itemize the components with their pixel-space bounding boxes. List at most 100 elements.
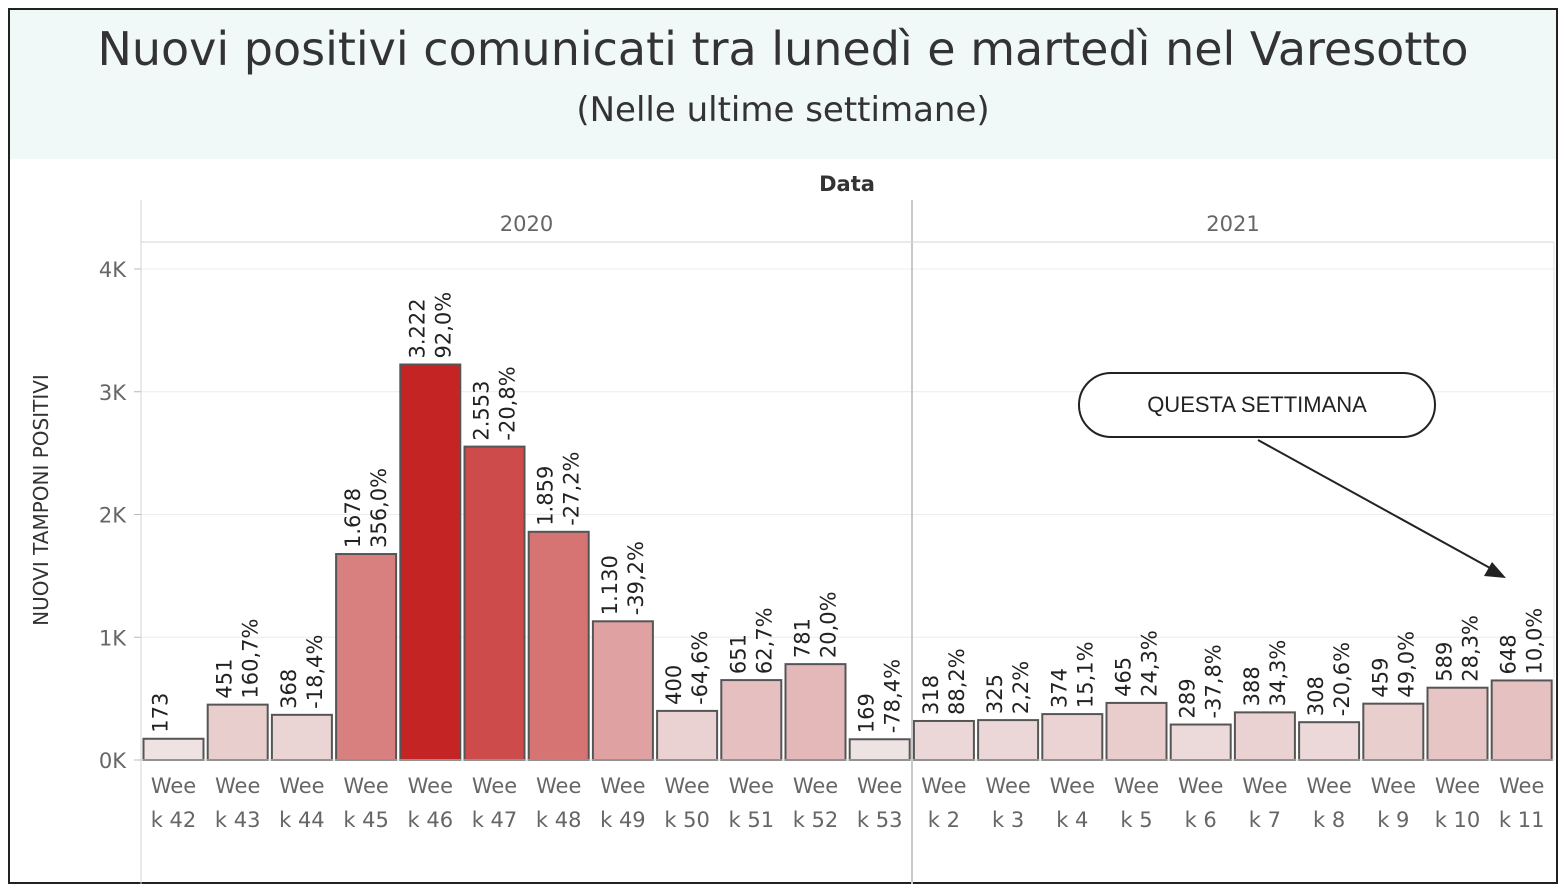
- x-tick-label: k 7: [1249, 808, 1281, 832]
- year-header: 2020: [500, 212, 553, 236]
- pct-label: 28,3%: [1459, 615, 1483, 682]
- x-tick-label: Wee: [408, 774, 453, 798]
- y-tick-label: 4K: [99, 258, 127, 282]
- x-tick-label: k 11: [1499, 808, 1545, 832]
- value-label: 308: [1304, 676, 1328, 716]
- pct-label: -39,2%: [624, 541, 648, 615]
- value-label: 289: [1176, 678, 1200, 718]
- bar: [1041, 713, 1104, 761]
- value-label: 169: [855, 693, 879, 733]
- x-tick-label: Wee: [215, 774, 260, 798]
- x-tick-label: k 3: [992, 808, 1024, 832]
- pct-label: 34,3%: [1266, 640, 1290, 707]
- y-tick-label: 2K: [99, 504, 127, 528]
- bar: [912, 719, 975, 762]
- pct-label: 24,3%: [1138, 630, 1162, 697]
- bar: [1298, 721, 1361, 761]
- value-label: 589: [1433, 642, 1457, 682]
- bar: [270, 713, 333, 762]
- bar: [1169, 723, 1232, 762]
- x-tick-label: k 47: [472, 808, 518, 832]
- value-label: 374: [1047, 668, 1071, 708]
- bar: [463, 445, 526, 761]
- bar: [142, 737, 205, 761]
- x-tick-label: k 52: [793, 808, 839, 832]
- bar: [784, 663, 847, 762]
- bar: [591, 620, 654, 761]
- pct-label: -37,8%: [1202, 644, 1226, 718]
- x-tick-label: Wee: [1178, 774, 1223, 798]
- callout-this-week: QUESTA SETTIMANA: [1078, 372, 1436, 438]
- x-tick-label: k 46: [408, 808, 454, 832]
- value-label: 648: [1497, 634, 1521, 674]
- x-tick-label: Wee: [151, 774, 196, 798]
- x-tick-label: Wee: [1050, 774, 1095, 798]
- bars: [142, 363, 1553, 762]
- bar: [720, 679, 783, 761]
- pct-label: 88,2%: [945, 648, 969, 715]
- value-label: 1.130: [598, 555, 622, 615]
- value-label: 368: [277, 669, 301, 709]
- pct-label: -18,4%: [303, 635, 327, 709]
- x-tick-label: k 9: [1377, 808, 1409, 832]
- x-tick-label: Wee: [343, 774, 388, 798]
- callout-arrow-line: [1257, 439, 1491, 569]
- pct-label: -64,6%: [688, 631, 712, 705]
- callout-arrow: [1257, 439, 1506, 578]
- pct-label: -27,2%: [560, 452, 584, 526]
- x-tick-label: Wee: [1435, 774, 1480, 798]
- pct-label: 160,7%: [239, 619, 263, 699]
- bar: [1362, 702, 1425, 762]
- chart-title: Nuovi positivi comunicati tra lunedì e m…: [97, 22, 1469, 76]
- bar: [1233, 711, 1296, 761]
- value-label: 318: [919, 675, 943, 715]
- bar: [977, 719, 1040, 762]
- y-tick-label: 0K: [99, 749, 127, 773]
- x-tick-label: Wee: [729, 774, 774, 798]
- year-header: 2021: [1206, 212, 1259, 236]
- chart-subtitle: (Nelle ultime settimane): [576, 90, 990, 130]
- x-tick-label: k 49: [600, 808, 646, 832]
- x-tick-label: k 44: [279, 808, 325, 832]
- bar: [335, 553, 398, 762]
- pct-label: 49,0%: [1394, 631, 1418, 698]
- x-tick-label: k 45: [343, 808, 389, 832]
- x-tick-label: Wee: [985, 774, 1030, 798]
- x-tick-label: k 51: [729, 808, 775, 832]
- x-tick-label: Wee: [1242, 774, 1287, 798]
- data-labels: 173 Wee k 42 451 160,7% Wee k 43 368 -18,4% Wee k …: [149, 292, 1547, 832]
- bar: [399, 363, 462, 761]
- value-label: 3.222: [405, 298, 429, 358]
- x-tick-label: k 43: [215, 808, 261, 832]
- x-tick-label: k 53: [857, 808, 903, 832]
- bar: [1490, 679, 1553, 762]
- x-tick-label: k 50: [664, 808, 710, 832]
- x-tick-label: Wee: [1371, 774, 1416, 798]
- value-label: 325: [983, 674, 1007, 714]
- x-tick-label: Wee: [857, 774, 902, 798]
- pct-label: 356,0%: [367, 468, 391, 548]
- x-tick-label: k 5: [1120, 808, 1152, 832]
- bar: [1426, 686, 1489, 762]
- x-tick-label: k 42: [151, 808, 197, 832]
- x-tick-label: Wee: [664, 774, 709, 798]
- x-tick-label: Wee: [1499, 774, 1544, 798]
- pct-label: 92,0%: [431, 292, 455, 359]
- value-label: 651: [726, 634, 750, 674]
- bar: [656, 709, 719, 762]
- pct-label: -78,4%: [881, 659, 905, 733]
- x-tick-label: Wee: [536, 774, 581, 798]
- x-axis-title: Data: [819, 172, 875, 196]
- bar: [848, 738, 911, 761]
- x-tick-label: k 10: [1435, 808, 1481, 832]
- pct-label: 20,0%: [817, 591, 841, 658]
- x-tick-label: Wee: [279, 774, 324, 798]
- y-axis-title: NUOVI TAMPONI POSITIVI: [29, 374, 53, 626]
- value-label: 459: [1368, 658, 1392, 698]
- value-label: 451: [213, 659, 237, 699]
- x-tick-label: k 2: [928, 808, 960, 832]
- y-tick-label: 1K: [99, 626, 127, 650]
- pct-label: -20,8%: [496, 366, 520, 440]
- bar: [206, 703, 269, 762]
- pct-label: 62,7%: [752, 607, 776, 674]
